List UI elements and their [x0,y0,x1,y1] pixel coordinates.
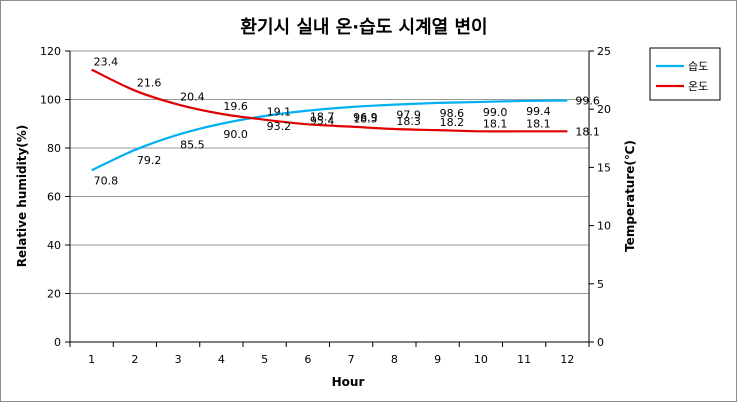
data-label: 19.1 [267,106,292,119]
x-axis-title: Hour [332,375,365,389]
y-tick-label: 60 [47,191,61,204]
data-label: 23.4 [94,56,119,69]
y-tick-label: 0 [54,336,61,349]
data-label: 18.5 [353,113,378,126]
data-label: 98.6 [440,107,465,120]
data-label: 99.4 [526,105,551,118]
data-label: 18.7 [310,110,335,123]
data-label: 97.9 [396,109,421,122]
y-tick-label: 20 [47,288,61,301]
series-lines [91,68,568,172]
left-y-ticks: 0 20 40 60 80 100 120 [40,45,70,349]
data-label: 21.6 [137,77,162,90]
x-tick-label: 11 [517,353,531,366]
x-tick-label: 5 [261,353,268,366]
x-tick-label: 8 [391,353,398,366]
x-tick-label: 9 [434,353,441,366]
x-tick-label: 10 [474,353,488,366]
data-label: 96.9 [353,111,378,124]
y2-axis-title: Temperature(℃) [623,140,637,252]
series-line-1 [91,99,568,172]
legend-box [649,47,721,101]
data-label: 99.6 [575,94,600,107]
data-label: 18.3 [396,115,421,128]
x-tick-label: 3 [175,353,182,366]
y2-tick-label: 5 [597,278,604,291]
x-tick-label: 2 [131,353,138,366]
data-label: 20.4 [180,91,205,104]
y-tick-label: 80 [47,142,61,155]
y2-tick-label: 20 [597,103,611,116]
data-label: 18.1 [483,117,508,130]
x-tick-label: 4 [218,353,225,366]
x-tick-label: 7 [348,353,355,366]
data-labels: 70.8 79.2 85.5 90.0 93.2 95.4 96.9 97.9 98.6 99.0… [94,56,600,188]
data-label: 90.0 [223,128,248,141]
data-label: 18.1 [575,125,600,138]
x-tick-label: 1 [88,353,95,366]
legend-label: 습도 [688,60,708,73]
x-tick-label: 12 [560,353,574,366]
chart-title: 환기시 실내 온·습도 시계열 변이 [240,16,487,38]
series-line-2 [91,68,568,133]
y2-tick-label: 10 [597,220,611,233]
right-y-ticks: 0 5 10 15 20 25 [589,45,611,349]
x-ticks: 1 2 3 4 5 6 7 8 9 10 11 12 [69,342,590,366]
y-tick-label: 120 [40,45,61,58]
data-label: 95.4 [310,115,335,128]
data-label: 85.5 [180,139,205,152]
y2-tick-label: 0 [597,336,604,349]
y-tick-label: 40 [47,239,61,252]
gridlines [70,50,589,294]
data-label: 18.1 [526,117,551,130]
x-tick-label: 6 [304,353,311,366]
data-label: 79.2 [137,154,162,167]
data-label: 19.6 [223,100,248,113]
y2-tick-label: 15 [597,161,611,174]
y2-tick-label: 25 [597,45,611,58]
y-tick-label: 100 [40,94,61,107]
data-label: 70.8 [94,174,119,187]
data-label: 18.2 [440,116,465,129]
y-axis-title: Relative humidity(%) [15,125,29,268]
legend-label: 온도 [688,80,708,93]
data-label: 99.0 [483,106,508,119]
data-label: 93.2 [267,120,292,133]
